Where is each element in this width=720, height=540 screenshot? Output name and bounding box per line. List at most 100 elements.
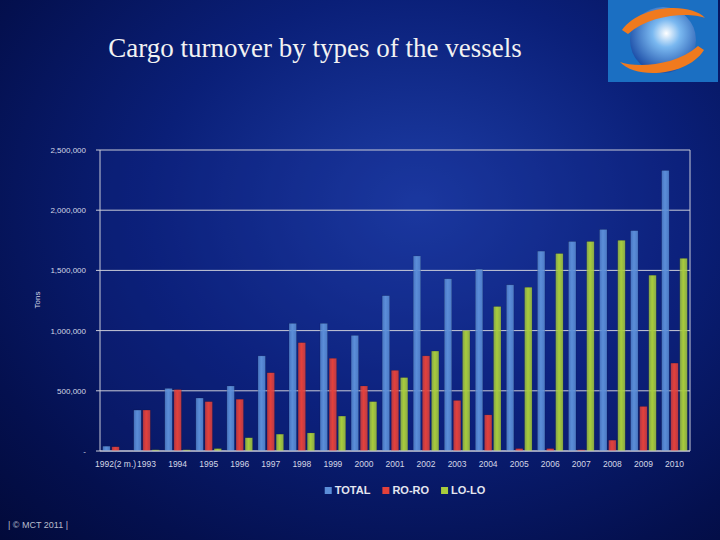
bar	[413, 256, 421, 451]
bar	[236, 399, 244, 451]
bar	[289, 323, 297, 451]
bar	[320, 323, 328, 451]
tick-label: 2,500,000	[50, 146, 86, 155]
bar	[134, 410, 142, 451]
bar	[484, 415, 492, 451]
title: Cargo turnover by types of the vessels	[95, 26, 535, 70]
tick-label: 2000	[354, 459, 373, 469]
tick-mark	[96, 150, 100, 151]
bar	[103, 446, 111, 451]
bar	[174, 390, 182, 451]
bar	[453, 400, 461, 451]
bar	[662, 170, 670, 451]
tick-label: 2003	[448, 459, 467, 469]
bar	[196, 398, 204, 451]
footer: | © MCT 2011 |	[8, 520, 68, 530]
logo-swoosh	[622, 8, 705, 34]
legend-label: RO-RO	[392, 484, 429, 496]
tick-label: 2008	[603, 459, 622, 469]
tick-label: 2006	[541, 459, 560, 469]
bar	[382, 296, 390, 451]
legend-swatch	[441, 487, 448, 494]
bar	[369, 402, 377, 451]
grid-line	[100, 451, 690, 452]
bar	[400, 378, 408, 451]
tick-label: 1996	[230, 459, 249, 469]
bar	[245, 438, 253, 451]
bar	[422, 356, 430, 451]
tick-label: 1992(2 m.)	[95, 459, 136, 469]
tick-label: 2001	[386, 459, 405, 469]
tick-label: 1999	[323, 459, 342, 469]
bar	[391, 370, 399, 451]
grid-line	[100, 150, 690, 151]
grid-line	[100, 210, 690, 211]
bar	[568, 242, 576, 451]
tick-label: 2005	[510, 459, 529, 469]
tick-label: 2010	[665, 459, 684, 469]
bar	[462, 331, 470, 451]
chart: - 500,000 1,000,000 1,500,000 2,000,000 2,500…	[0, 0, 720, 540]
bar	[494, 307, 502, 451]
bar	[298, 343, 306, 451]
bar	[506, 285, 514, 451]
bar	[587, 242, 595, 451]
legend-swatch	[382, 487, 389, 494]
bar	[680, 258, 688, 451]
tick-label: 1993	[137, 459, 156, 469]
logo	[608, 0, 718, 82]
bar	[307, 433, 315, 451]
tick-label: 2,000,000	[50, 206, 86, 215]
legend-label: LO-LO	[451, 484, 486, 496]
legend: TOTAL RO-RO LO-LO	[325, 484, 486, 496]
bar	[671, 363, 679, 451]
plot-edge	[690, 150, 691, 451]
tick-label: 1,500,000	[50, 266, 86, 275]
logo-swoosh	[620, 46, 704, 73]
tick-label: 1995	[199, 459, 218, 469]
bar	[537, 251, 545, 451]
tick-label: 1998	[292, 459, 311, 469]
bar	[556, 254, 564, 451]
legend-label: TOTAL	[335, 484, 371, 496]
legend-swatch	[325, 487, 332, 494]
tick-label: 1994	[168, 459, 187, 469]
plot-area	[100, 150, 690, 451]
bars	[103, 170, 688, 451]
tick-label: 2002	[417, 459, 436, 469]
x-axis	[100, 451, 690, 452]
tick-mark	[96, 330, 100, 331]
bar	[649, 275, 657, 451]
bar	[444, 279, 452, 451]
tick-label: 1997	[261, 459, 280, 469]
bar	[227, 386, 235, 451]
tick-label: 2007	[572, 459, 591, 469]
tick-mark	[96, 210, 100, 211]
bar	[360, 386, 368, 451]
bar	[631, 231, 639, 451]
y-axis	[100, 150, 101, 451]
bar	[600, 229, 608, 451]
bar	[258, 356, 266, 451]
tick-mark	[96, 390, 100, 391]
bar	[276, 434, 284, 451]
logo-bg	[608, 0, 718, 82]
tick-label: 2004	[479, 459, 498, 469]
bar	[205, 402, 213, 451]
bar	[165, 388, 173, 451]
bar	[143, 410, 151, 451]
bar	[525, 287, 533, 451]
tick-label: 2009	[634, 459, 653, 469]
y-axis-label: Tons	[33, 292, 42, 309]
bar	[267, 373, 275, 451]
bar	[618, 240, 626, 451]
tick-mark	[96, 451, 100, 452]
bar	[609, 440, 617, 451]
tick-label: 1,000,000	[50, 327, 86, 336]
tick-label: -	[83, 447, 86, 456]
tick-mark	[96, 270, 100, 271]
bar	[112, 447, 120, 451]
bar	[338, 416, 346, 451]
tick-label: 500,000	[57, 387, 86, 396]
bar	[431, 351, 439, 451]
